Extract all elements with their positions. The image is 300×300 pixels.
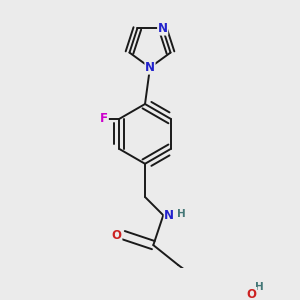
Text: N: N [164,209,174,222]
Text: N: N [145,61,155,74]
Text: H: H [177,208,186,219]
Text: F: F [100,112,108,125]
Text: O: O [247,288,257,300]
Text: N: N [158,22,168,35]
Text: O: O [112,229,122,242]
Text: H: H [255,282,263,292]
